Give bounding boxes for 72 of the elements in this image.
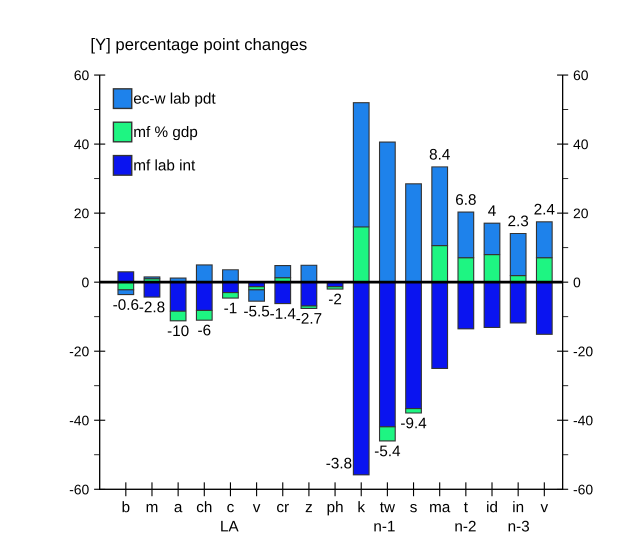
x-tick-label: ph xyxy=(328,501,343,516)
x-tick-label: t xyxy=(464,502,468,512)
total-label: -6 xyxy=(198,324,210,336)
y2-tick-label: 60 xyxy=(574,70,588,80)
bar xyxy=(457,282,474,330)
total-label: 2.4 xyxy=(534,204,554,214)
bar xyxy=(274,282,292,304)
x-tick-label: c xyxy=(227,504,234,512)
bar xyxy=(222,269,239,283)
text: n-1 xyxy=(374,520,395,532)
bar xyxy=(300,282,318,307)
x-tick-label: ma xyxy=(430,504,450,512)
y-tick-label: 60 xyxy=(74,70,89,80)
bar xyxy=(484,282,500,328)
total-label: -1.4 xyxy=(270,308,296,319)
y2-tick-label: 20 xyxy=(574,208,588,218)
y2-tick-label: 0 xyxy=(574,278,580,288)
total-label: -2.7 xyxy=(296,312,322,324)
text: LA xyxy=(221,520,239,532)
bar xyxy=(378,141,396,283)
x-tick-label: b xyxy=(122,501,130,512)
y-tick-label: -60 xyxy=(70,484,89,494)
total-label: -5.5 xyxy=(244,306,270,317)
legend-label: mf % gdp xyxy=(134,126,198,140)
x-tick-label: z xyxy=(306,504,312,512)
chart-title: [Y] percentage point changes xyxy=(92,38,307,54)
total-label: -2 xyxy=(328,294,342,304)
total-label: -9.4 xyxy=(401,418,426,428)
total-label: -5.4 xyxy=(374,446,400,456)
bar xyxy=(248,289,265,302)
x-tick-label: tw xyxy=(380,502,396,512)
y2-tick-label: -40 xyxy=(574,416,593,426)
y-tick-label: -40 xyxy=(70,416,89,426)
total-label: -1 xyxy=(224,302,236,314)
bar xyxy=(405,183,422,283)
total-label: 6.8 xyxy=(456,194,476,205)
x-tick-label: s xyxy=(410,504,417,512)
y2-tick-label: -20 xyxy=(574,346,593,356)
total-label: -0.6 xyxy=(113,299,138,310)
text: n-3 xyxy=(508,520,530,532)
total-label: -10 xyxy=(168,325,189,336)
total-label: 4 xyxy=(488,205,496,216)
bar xyxy=(326,286,344,290)
x-tick-label: v xyxy=(540,504,548,512)
legend-label: ec-w lab pdt xyxy=(134,92,216,107)
x-tick-label: v xyxy=(252,504,260,512)
legend-label: mf lab int xyxy=(134,159,196,171)
bar xyxy=(352,282,370,476)
bar xyxy=(431,282,448,370)
text: n-2 xyxy=(455,520,476,532)
x-tick-label: id xyxy=(487,501,497,512)
total-label: 2.3 xyxy=(508,216,528,226)
total-label: 8.4 xyxy=(430,148,450,160)
x-tick-label: a xyxy=(174,504,182,512)
y-tick-label: -20 xyxy=(70,346,89,356)
x-tick-label: in xyxy=(513,501,524,512)
y-tick-label: 20 xyxy=(74,208,89,218)
x-tick-label: m xyxy=(146,504,158,512)
bar xyxy=(510,282,527,324)
y-tick-label: 40 xyxy=(74,139,89,150)
x-tick-label: cr xyxy=(277,504,289,512)
y-tick-label: 0 xyxy=(82,278,89,288)
total-label: -2.8 xyxy=(139,302,164,312)
bar xyxy=(405,282,422,410)
bar xyxy=(536,282,553,335)
y2-tick-label: 40 xyxy=(573,139,588,150)
y2-tick-label: -60 xyxy=(574,484,593,494)
bar xyxy=(274,265,292,278)
total-label: -3.8 xyxy=(326,458,352,469)
x-tick-label: ch xyxy=(196,501,212,512)
x-tick-label: k xyxy=(358,501,366,512)
bar xyxy=(300,264,318,283)
